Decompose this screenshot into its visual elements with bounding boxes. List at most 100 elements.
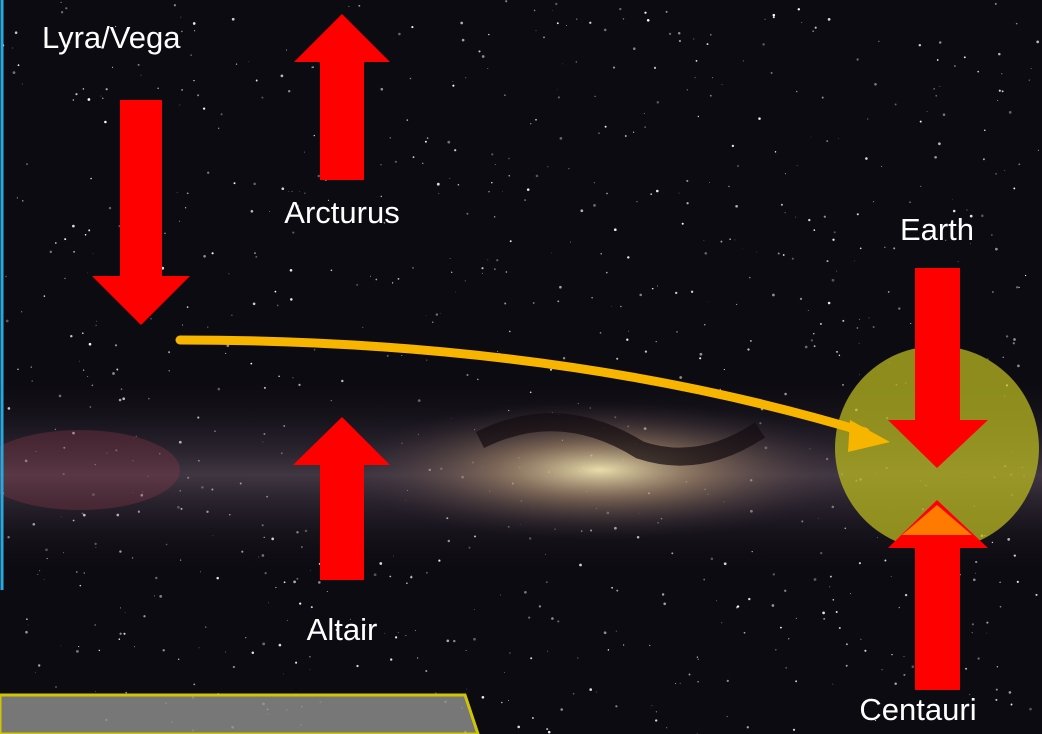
star — [748, 597, 751, 601]
star — [275, 586, 277, 589]
star — [615, 705, 618, 708]
star — [143, 615, 146, 618]
star — [517, 725, 520, 729]
curve-arrowhead — [848, 420, 890, 452]
star — [969, 694, 971, 696]
star — [192, 22, 196, 25]
star — [422, 162, 424, 164]
star — [449, 177, 451, 179]
star — [92, 253, 94, 255]
star — [593, 182, 595, 184]
star — [26, 163, 28, 165]
star — [808, 218, 811, 222]
star — [231, 314, 233, 316]
star — [819, 322, 822, 325]
star — [179, 104, 181, 106]
label: Earth — [900, 212, 974, 247]
star — [620, 305, 622, 308]
star — [226, 344, 230, 348]
star — [487, 68, 489, 69]
star — [1013, 187, 1016, 190]
star — [289, 268, 293, 272]
star — [465, 77, 467, 79]
star — [703, 578, 706, 581]
star — [856, 58, 859, 61]
star — [1037, 149, 1039, 151]
star — [194, 30, 196, 32]
star — [918, 43, 922, 47]
star — [543, 36, 545, 39]
star — [613, 228, 617, 232]
star — [1002, 356, 1005, 359]
star — [78, 360, 80, 362]
star — [397, 278, 400, 280]
star — [611, 586, 613, 589]
star — [997, 99, 999, 101]
star — [262, 642, 266, 646]
star — [447, 140, 451, 144]
star — [87, 272, 88, 274]
star — [829, 575, 832, 578]
star — [481, 55, 485, 58]
star — [454, 149, 457, 152]
star — [254, 252, 256, 254]
star — [509, 652, 511, 654]
star — [220, 113, 223, 116]
star — [412, 156, 415, 158]
star — [1030, 68, 1032, 69]
star — [88, 342, 92, 346]
star — [795, 216, 797, 218]
star — [970, 243, 971, 245]
star — [952, 209, 956, 213]
star — [838, 138, 839, 140]
star — [104, 120, 107, 124]
star — [261, 96, 264, 99]
star — [253, 182, 256, 186]
star — [546, 728, 549, 731]
star — [622, 644, 625, 646]
star — [600, 252, 602, 255]
star — [938, 41, 942, 44]
star — [656, 101, 660, 104]
star — [95, 691, 97, 693]
star — [969, 214, 973, 218]
star — [54, 242, 57, 244]
star — [551, 252, 552, 254]
star — [446, 639, 450, 643]
star — [838, 626, 841, 630]
star — [975, 572, 976, 574]
star — [813, 333, 815, 335]
star — [813, 345, 816, 348]
star — [686, 89, 688, 91]
star — [966, 209, 968, 211]
star — [292, 231, 295, 234]
star — [827, 18, 831, 21]
star — [952, 199, 953, 200]
star — [813, 578, 817, 581]
star — [488, 191, 490, 193]
star — [992, 291, 994, 293]
star — [384, 632, 386, 634]
star — [1018, 163, 1021, 166]
star — [832, 599, 835, 601]
star — [814, 26, 817, 29]
star — [919, 704, 922, 707]
star — [398, 32, 401, 36]
star — [762, 43, 765, 46]
star — [225, 352, 227, 354]
star — [451, 271, 453, 273]
star — [78, 646, 80, 648]
star — [874, 82, 877, 86]
star — [591, 297, 593, 299]
star — [118, 638, 121, 640]
star — [721, 84, 723, 86]
star — [728, 185, 730, 188]
star — [535, 118, 537, 121]
star — [440, 313, 442, 314]
star — [963, 56, 966, 59]
star — [998, 52, 1001, 56]
star — [70, 334, 73, 338]
star — [619, 7, 622, 11]
star — [64, 277, 66, 280]
star — [734, 239, 736, 241]
